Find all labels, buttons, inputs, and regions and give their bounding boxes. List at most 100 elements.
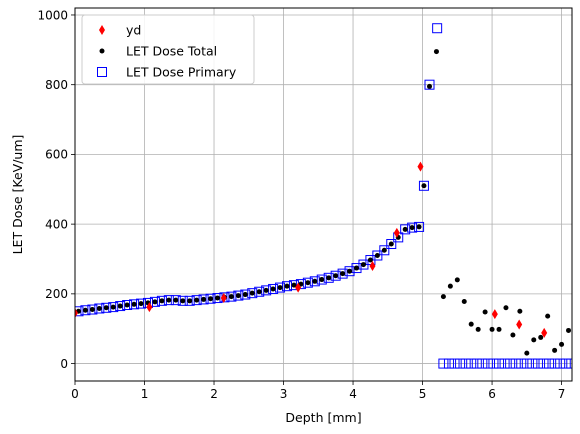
let-dose-total-point [433, 49, 439, 55]
let-dose-total-point [409, 225, 415, 231]
x-tick-label: 0 [71, 387, 79, 401]
x-tick-label: 5 [419, 387, 427, 401]
let-dose-total-point [166, 297, 172, 303]
let-dose-primary-point [226, 291, 237, 302]
let-dose-total-point [416, 224, 422, 230]
let-dose-total-point [402, 226, 408, 232]
let-dose-primary-point [372, 250, 383, 261]
let-dose-total-point [159, 298, 165, 304]
let-dose-primary-point [555, 358, 566, 369]
let-dose-primary-point [261, 285, 272, 296]
let-dose-total-point [421, 183, 427, 189]
let-dose-primary-point [527, 358, 538, 369]
y-tick-label: 600 [45, 148, 68, 162]
y-tick-label: 400 [45, 217, 68, 231]
yd-point [220, 293, 227, 304]
let-dose-total-point [510, 332, 516, 338]
yd-point [417, 161, 424, 172]
let-dose-primary-point [432, 23, 443, 34]
let-dose-primary-point [510, 358, 521, 369]
yd-point [393, 227, 400, 238]
plot-frame [74, 7, 573, 382]
let-dose-primary-point [424, 79, 435, 90]
let-dose-total-point [214, 295, 220, 301]
legend-label-yd: yd [126, 23, 141, 38]
let-dose-total-point [96, 305, 102, 311]
let-dose-primary-point [460, 358, 471, 369]
let-dose-total-point [319, 277, 325, 283]
let-dose-primary-point [379, 245, 390, 256]
let-dose-primary-point [316, 274, 327, 285]
let-dose-total-point [427, 83, 433, 89]
let-dose-total-point [552, 347, 558, 353]
y-axis-label: LET Dose [KeV/um] [10, 135, 25, 255]
y-tick-label: 200 [45, 287, 68, 301]
let-dose-primary-point [516, 358, 527, 369]
let-dose-total-point [256, 289, 262, 295]
let-dose-total-point [468, 321, 474, 327]
let-dose-total-point [454, 277, 460, 283]
let-dose-primary-point [136, 298, 147, 309]
let-dose-primary-point [560, 358, 571, 369]
let-dose-total-point [152, 299, 158, 305]
let-dose-primary-point [302, 277, 313, 288]
let-dose-total-point [489, 326, 495, 332]
let-dose-total-point [475, 326, 481, 332]
let-dose-primary-point [295, 279, 306, 290]
let-dose-primary-point [275, 282, 286, 293]
let-dose-total-point [235, 293, 241, 299]
let-dose-total-point [305, 280, 311, 286]
let-dose-total-point [117, 303, 123, 309]
let-dose-primary-point [129, 299, 140, 310]
axis-ticks: 0 1 2 3 4 5 6 7 0 200 400 600 800 1000 [37, 8, 565, 401]
legend-box [81, 14, 255, 85]
let-dose-primary-point [198, 294, 209, 305]
let-dose-primary-point [205, 293, 216, 304]
yd-point [541, 327, 548, 338]
let-dose-primary-point [438, 358, 449, 369]
let-dose-total-point [82, 307, 88, 313]
let-dose-total-point [249, 290, 255, 296]
let-dose-total-point [360, 262, 366, 268]
let-dose-primary-point [532, 358, 543, 369]
let-dose-total-point [545, 313, 551, 319]
x-tick-label: 7 [558, 387, 566, 401]
yd-point [75, 308, 78, 319]
let-dose-primary-point [156, 295, 167, 306]
data-marks [75, 23, 572, 369]
x-tick-label: 1 [141, 387, 149, 401]
let-dose-total-point [124, 302, 130, 308]
let-dose-primary-point [344, 266, 355, 277]
x-tick-label: 6 [488, 387, 496, 401]
let-dose-primary-point [443, 358, 454, 369]
let-dose-primary-point [466, 358, 477, 369]
let-dose-primary-point [254, 286, 265, 297]
legend-label-let-dose-total: LET Dose Total [126, 44, 217, 59]
x-tick-label: 3 [280, 387, 288, 401]
let-dose-primary-point [122, 300, 133, 311]
let-dose-total-point [333, 273, 339, 279]
let-dose-total-point [201, 296, 207, 302]
let-dose-primary-point [87, 304, 98, 315]
let-dose-total-point [277, 285, 283, 291]
let-dose-total-point [517, 308, 523, 314]
legend-item-let-dose-total: LET Dose Total [99, 44, 217, 59]
let-dose-total-point [503, 305, 509, 311]
let-dose-primary-point [108, 302, 119, 313]
let-dose-primary-point [505, 358, 516, 369]
let-dose-total-point [538, 334, 544, 340]
let-dose-primary-point [494, 358, 505, 369]
let-dose-total-point [291, 282, 297, 288]
let-dose-total-point [103, 305, 109, 311]
let-dose-total-point [131, 301, 137, 307]
let-dose-total-point [89, 307, 95, 313]
let-dose-total-point [381, 247, 387, 253]
let-dose-primary-point [240, 289, 251, 300]
let-dose-primary-point [247, 288, 258, 299]
let-dose-primary-point [549, 358, 560, 369]
let-dose-total-point [194, 297, 200, 303]
let-dose-primary-point [323, 272, 334, 283]
let-dose-primary-point [101, 302, 112, 313]
let-dose-total-point [496, 326, 502, 332]
